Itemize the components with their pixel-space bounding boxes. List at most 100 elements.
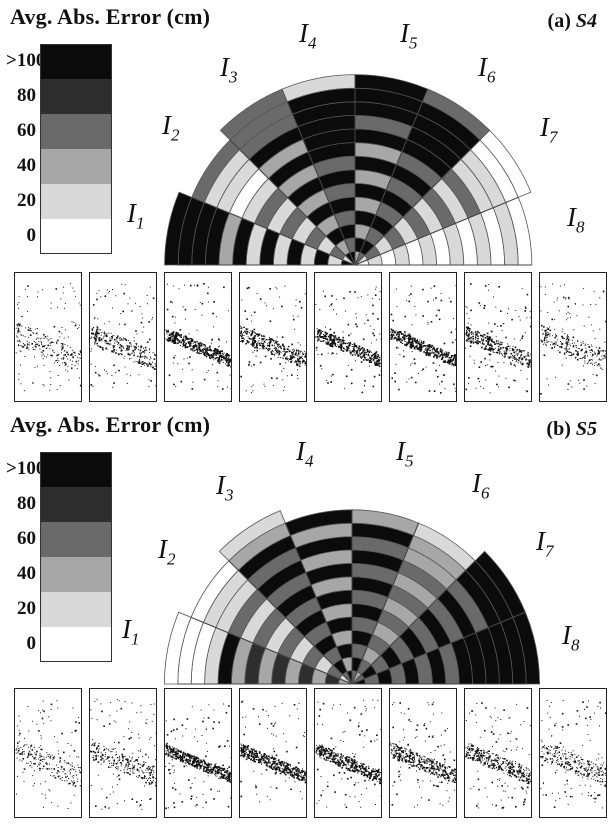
fan-cell <box>512 611 541 685</box>
sector-label-i6: I6 <box>478 52 496 87</box>
scatter-thumbnail <box>164 272 232 402</box>
panel-tag-subject: S5 <box>575 418 597 440</box>
sector-label-i5: I5 <box>400 18 418 53</box>
fan-spoke <box>191 196 356 266</box>
fan-spoke <box>284 522 353 685</box>
scatter-plot <box>90 699 156 810</box>
fan-spoke <box>351 522 420 685</box>
fan-sector-4 <box>284 509 353 685</box>
error-legend: >100 80 60 40 20 0 <box>6 452 116 662</box>
sector-label-i8: I8 <box>567 202 585 237</box>
legend-label: 60 <box>17 528 36 549</box>
legend-swatch <box>40 184 112 219</box>
fan-spoke <box>351 616 514 685</box>
fan-sector-2 <box>191 139 356 266</box>
scatter-plot <box>15 700 81 809</box>
legend-label: 80 <box>17 493 36 514</box>
panel-b: Avg. Abs. Error (cm) (b) S5 >100 80 60 4… <box>0 408 609 824</box>
fan-sector-4 <box>281 74 356 266</box>
scatter-thumbnail <box>239 688 307 818</box>
panel-title: Avg. Abs. Error (cm) <box>10 4 211 29</box>
fan-spoke <box>354 139 481 266</box>
fan-spoke <box>354 101 424 266</box>
scatter-thumbnail <box>239 272 307 402</box>
legend-label: 20 <box>17 598 36 619</box>
scatter-thumbnail <box>314 272 382 402</box>
fan-spoke <box>351 560 476 685</box>
scatter-plot <box>240 700 306 803</box>
scatter-thumbnail <box>389 272 457 402</box>
scatter-thumbnail <box>539 688 607 818</box>
scatter-thumbnail <box>14 272 82 402</box>
legend-swatch <box>40 487 112 522</box>
scatter-thumbnail <box>464 272 532 402</box>
scatter-plot <box>90 283 156 388</box>
legend-row: 0 <box>6 219 116 254</box>
panel-tag: (a) S4 <box>548 10 597 33</box>
fan-sector-8 <box>354 196 533 266</box>
legend-label: 0 <box>26 633 37 654</box>
legend-row: 40 <box>6 149 116 184</box>
legend-swatch <box>40 149 112 184</box>
sector-label-i7: I7 <box>540 112 558 147</box>
sector-label-i5: I5 <box>396 436 414 471</box>
legend-label: 80 <box>17 85 36 106</box>
fan-sector-5 <box>351 509 420 685</box>
scatter-thumbnail <box>89 272 157 402</box>
legend-label: 40 <box>17 563 36 584</box>
panel-tag-subject: S4 <box>575 10 597 32</box>
panel-tag-prefix: (a) <box>547 10 576 32</box>
legend-row: 80 <box>6 487 116 522</box>
scatter-thumbnail-strip <box>14 272 609 402</box>
scatter-plot <box>240 285 306 394</box>
legend-swatch <box>40 114 112 149</box>
scatter-thumbnail <box>14 688 82 818</box>
legend-label: 20 <box>17 190 36 211</box>
scatter-thumbnail <box>539 272 607 402</box>
fan-spoke <box>354 196 519 266</box>
panel-tag: (b) S5 <box>546 418 597 441</box>
sector-label-i4: I4 <box>299 18 317 53</box>
legend-swatch <box>40 452 112 487</box>
legend-swatch <box>40 44 112 79</box>
sector-label-i3: I3 <box>220 52 238 87</box>
error-legend: >100 80 60 40 20 0 <box>6 44 116 254</box>
scatter-plot <box>540 283 606 395</box>
fan-sector-7 <box>351 550 526 685</box>
legend-swatch <box>40 79 112 114</box>
fan-spoke <box>228 560 353 685</box>
error-fan-diagram <box>164 74 533 266</box>
legend-row: 60 <box>6 522 116 557</box>
fan-sector-8 <box>351 611 541 685</box>
legend-label: 40 <box>17 155 36 176</box>
scatter-plot <box>165 703 231 810</box>
scatter-thumbnail <box>314 688 382 818</box>
sector-label-i3: I3 <box>216 470 234 505</box>
fan-spoke <box>190 616 353 685</box>
panel-tag-prefix: (b) <box>546 418 576 440</box>
sector-label-i8: I8 <box>562 620 580 655</box>
sector-label-i1: I1 <box>122 614 140 649</box>
legend-swatch <box>40 557 112 592</box>
sector-label-i7: I7 <box>536 526 554 561</box>
scatter-plot <box>315 699 381 809</box>
fan-spoke <box>229 139 356 266</box>
scatter-plot <box>390 285 456 394</box>
legend-swatch <box>40 219 112 254</box>
legend-swatch <box>40 627 112 662</box>
legend-row: >100 <box>6 452 116 487</box>
scatter-thumbnail-strip <box>14 688 609 818</box>
scatter-plot <box>165 283 231 390</box>
error-fan-diagram <box>163 509 541 685</box>
scatter-plot <box>465 702 531 809</box>
legend-row: 60 <box>6 114 116 149</box>
legend-row: 80 <box>6 79 116 114</box>
fan-spoke <box>286 101 356 266</box>
sector-label-i2: I2 <box>158 534 176 569</box>
sector-label-i1: I1 <box>127 198 145 233</box>
legend-row: 40 <box>6 557 116 592</box>
scatter-thumbnail <box>389 688 457 818</box>
legend-row: 20 <box>6 184 116 219</box>
fan-sector-6 <box>354 88 491 266</box>
legend-row: >100 <box>6 44 116 79</box>
